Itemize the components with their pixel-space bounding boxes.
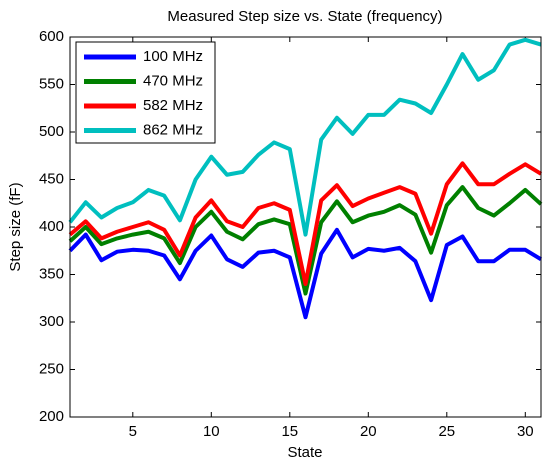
x-tick-label: 30 bbox=[517, 423, 534, 440]
y-axis-label: Step size (fF) bbox=[7, 182, 24, 271]
y-tick-label: 450 bbox=[39, 170, 64, 187]
x-tick-label: 10 bbox=[203, 423, 220, 440]
y-tick-label: 400 bbox=[39, 218, 64, 235]
legend-label: 582 MHz bbox=[143, 97, 203, 114]
y-tick-label: 200 bbox=[39, 408, 64, 425]
x-axis-label: State bbox=[287, 444, 322, 461]
x-tick-label: 15 bbox=[281, 423, 298, 440]
y-tick-label: 250 bbox=[39, 360, 64, 377]
x-tick-label: 5 bbox=[129, 423, 137, 440]
y-tick-label: 500 bbox=[39, 123, 64, 140]
legend-label: 862 MHz bbox=[143, 121, 203, 138]
y-tick-label: 600 bbox=[39, 28, 64, 45]
x-tick-label: 20 bbox=[360, 423, 377, 440]
axes-box bbox=[69, 36, 542, 418]
y-tick-label: 350 bbox=[39, 265, 64, 282]
data-line bbox=[68, 227, 543, 320]
data-line bbox=[68, 161, 543, 286]
data-line bbox=[68, 37, 542, 237]
legend-label: 100 MHz bbox=[143, 48, 203, 65]
chart-title: Measured Step size vs. State (frequency) bbox=[167, 8, 442, 25]
x-tick-label: 25 bbox=[438, 423, 455, 440]
legend-label: 470 MHz bbox=[143, 72, 203, 89]
y-tick-label: 300 bbox=[39, 313, 64, 330]
y-tick-label: 550 bbox=[39, 75, 64, 92]
data-line bbox=[68, 185, 543, 296]
